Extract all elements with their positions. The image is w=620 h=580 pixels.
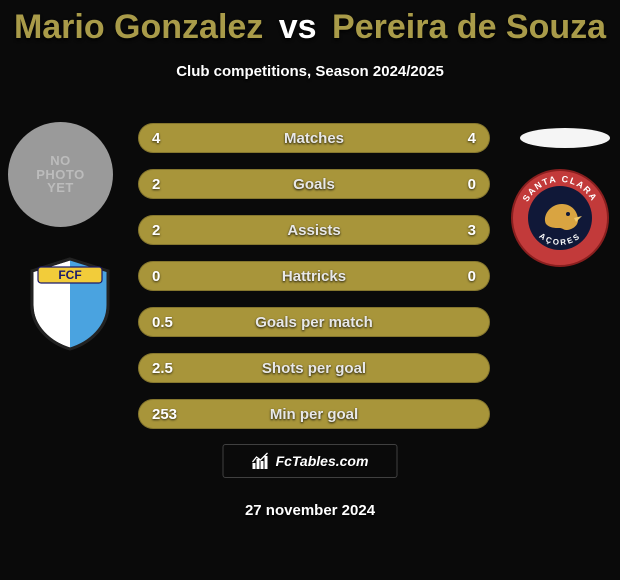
stat-bar: 0Hattricks0 bbox=[138, 261, 490, 291]
vs-label: vs bbox=[279, 8, 317, 46]
player1-name: Mario Gonzalez bbox=[14, 8, 263, 46]
page-title: Mario Gonzalez vs Pereira de Souza bbox=[0, 0, 620, 47]
stat-right-value: 0 bbox=[468, 169, 476, 199]
stat-bar: 2Assists3 bbox=[138, 215, 490, 245]
stat-label: Shots per goal bbox=[138, 353, 490, 383]
stat-label: Goals bbox=[138, 169, 490, 199]
no-photo-label: NO PHOTO YET bbox=[36, 154, 85, 195]
club1-shield-icon: FCF bbox=[20, 253, 120, 353]
stat-bar: 2Goals0 bbox=[138, 169, 490, 199]
stat-label: Hattricks bbox=[138, 261, 490, 291]
club1-banner-text: FCF bbox=[58, 268, 81, 282]
stat-right-value: 4 bbox=[468, 123, 476, 153]
stat-bar: 4Matches4 bbox=[138, 123, 490, 153]
stat-label: Matches bbox=[138, 123, 490, 153]
stat-right-value: 0 bbox=[468, 261, 476, 291]
stat-bar: 2.5Shots per goal bbox=[138, 353, 490, 383]
club2-badge-icon: SANTA CLARA AÇORES bbox=[510, 168, 610, 268]
player1-club-crest: FCF bbox=[20, 253, 120, 353]
date-label: 27 november 2024 bbox=[0, 502, 620, 519]
stat-label: Min per goal bbox=[138, 399, 490, 429]
stat-label: Assists bbox=[138, 215, 490, 245]
player2-club-crest: SANTA CLARA AÇORES bbox=[510, 168, 610, 268]
stat-bar: 0.5Goals per match bbox=[138, 307, 490, 337]
stat-bar: 253Min per goal bbox=[138, 399, 490, 429]
player1-photo: NO PHOTO YET bbox=[8, 122, 113, 227]
player2-photo-ellipse bbox=[520, 128, 610, 148]
brand-text: FcTables.com bbox=[276, 453, 369, 469]
brand-badge: FcTables.com bbox=[223, 444, 398, 478]
stat-bars: 4Matches42Goals02Assists30Hattricks00.5G… bbox=[138, 123, 490, 445]
stat-label: Goals per match bbox=[138, 307, 490, 337]
brand-logo-icon bbox=[252, 452, 270, 470]
stat-right-value: 3 bbox=[468, 215, 476, 245]
subtitle: Club competitions, Season 2024/2025 bbox=[0, 63, 620, 80]
player2-name: Pereira de Souza bbox=[332, 8, 606, 46]
